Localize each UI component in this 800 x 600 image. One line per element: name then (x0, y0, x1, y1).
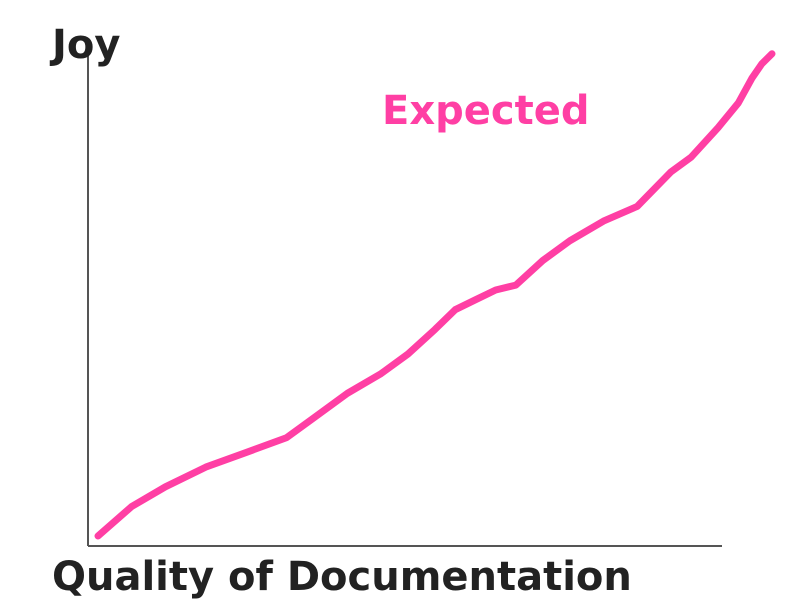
y-axis-label: Joy (49, 22, 120, 68)
series-layer: Expected (94, 50, 776, 540)
series-label-0: Expected (382, 88, 589, 134)
series-line-0 (94, 50, 776, 540)
x-axis-label: Quality of Documentation (52, 554, 632, 600)
